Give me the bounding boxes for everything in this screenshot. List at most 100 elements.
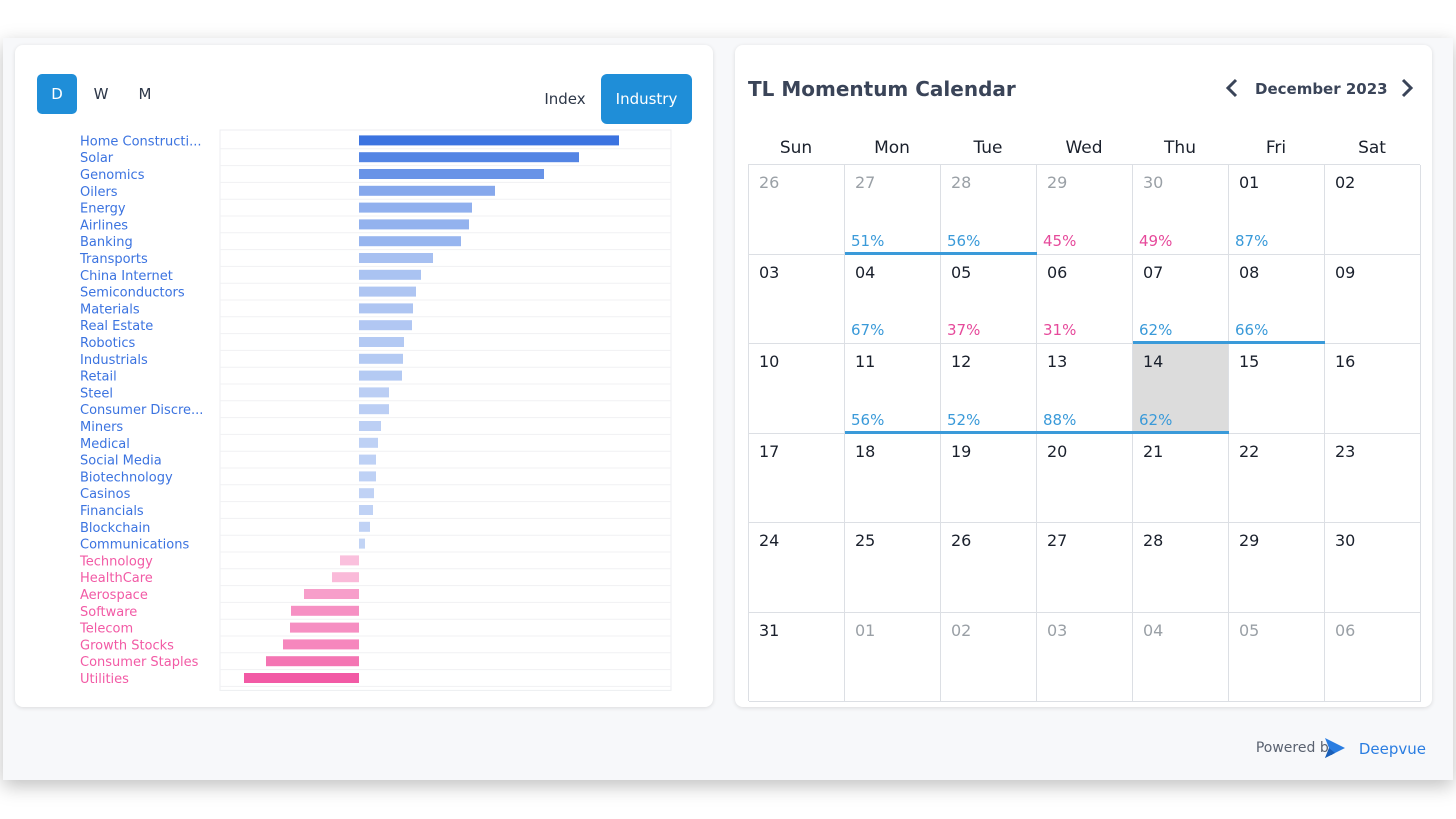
calendar-day-cell[interactable]: 08 66%	[1229, 254, 1325, 344]
category-label[interactable]: Consumer Discre...	[80, 403, 203, 418]
calendar-day-cell[interactable]: 23	[1325, 433, 1421, 523]
bar[interactable]	[359, 337, 404, 347]
category-label[interactable]: Robotics	[80, 336, 135, 351]
calendar-day-cell[interactable]: 31	[749, 612, 845, 702]
category-label[interactable]: Utilities	[80, 672, 129, 687]
bar[interactable]	[359, 421, 381, 431]
calendar-day-cell[interactable]: 30 49%	[1133, 165, 1229, 255]
bar[interactable]	[359, 471, 376, 482]
calendar-day-cell[interactable]: 16	[1325, 344, 1421, 434]
calendar-day-cell[interactable]: 04	[1133, 612, 1229, 702]
category-label[interactable]: Biotechnology	[80, 470, 173, 485]
calendar-day-cell[interactable]: 14 62%	[1133, 344, 1229, 434]
category-label[interactable]: Financials	[80, 504, 144, 519]
calendar-day-cell[interactable]: 06 31%	[1037, 254, 1133, 344]
category-label[interactable]: Home Constructi...	[80, 134, 202, 149]
bar[interactable]	[359, 135, 619, 146]
category-label[interactable]: China Internet	[80, 269, 173, 284]
category-label[interactable]: Miners	[80, 420, 123, 435]
calendar-day-cell[interactable]: 20	[1037, 433, 1133, 523]
bar[interactable]	[359, 320, 412, 331]
category-label[interactable]: Retail	[80, 370, 117, 385]
bar[interactable]	[359, 404, 389, 415]
bar[interactable]	[359, 269, 421, 280]
bar[interactable]	[359, 185, 495, 196]
calendar-day-cell[interactable]: 06	[1325, 612, 1421, 702]
calendar-day-cell[interactable]: 11 56%	[845, 344, 941, 434]
calendar-day-cell[interactable]: 28	[1133, 523, 1229, 613]
calendar-day-cell[interactable]: 05	[1229, 612, 1325, 702]
bar[interactable]	[359, 521, 370, 532]
bar[interactable]	[283, 639, 359, 650]
period-month-button[interactable]: M	[138, 85, 152, 103]
calendar-day-cell[interactable]: 17	[749, 433, 845, 523]
next-month-chevron-icon[interactable]	[1400, 78, 1414, 103]
bar[interactable]	[359, 286, 416, 297]
bar[interactable]	[359, 370, 402, 381]
calendar-day-cell[interactable]: 29	[1229, 523, 1325, 613]
bar[interactable]	[304, 589, 359, 599]
category-label[interactable]: HealthCare	[80, 571, 153, 586]
calendar-day-cell[interactable]: 22	[1229, 433, 1325, 523]
category-label[interactable]: Consumer Staples	[80, 655, 199, 670]
calendar-day-cell[interactable]: 01 87%	[1229, 165, 1325, 255]
bar[interactable]	[359, 236, 461, 247]
bar[interactable]	[359, 219, 469, 230]
category-label[interactable]: Aerospace	[80, 588, 148, 603]
calendar-day-cell[interactable]: 13 88%	[1037, 344, 1133, 434]
category-label[interactable]: Steel	[80, 386, 113, 401]
calendar-day-cell[interactable]: 09	[1325, 254, 1421, 344]
calendar-day-cell[interactable]: 15	[1229, 344, 1325, 434]
calendar-day-cell[interactable]: 05 37%	[941, 254, 1037, 344]
category-label[interactable]: Solar	[80, 151, 114, 166]
calendar-day-cell[interactable]: 28 56%	[941, 165, 1037, 255]
bar[interactable]	[359, 353, 403, 364]
bar[interactable]	[359, 303, 413, 314]
bar[interactable]	[266, 656, 359, 667]
bar[interactable]	[340, 555, 359, 566]
category-label[interactable]: Real Estate	[80, 319, 153, 334]
category-label[interactable]: Airlines	[80, 218, 128, 233]
prev-month-chevron-icon[interactable]	[1225, 78, 1239, 103]
calendar-day-cell[interactable]: 26	[941, 523, 1037, 613]
bar[interactable]	[359, 202, 472, 213]
bar[interactable]	[359, 437, 378, 448]
category-label[interactable]: Medical	[80, 437, 130, 452]
category-label[interactable]: Software	[80, 605, 137, 620]
category-label[interactable]: Social Media	[80, 454, 162, 469]
bar[interactable]	[290, 622, 359, 633]
category-label[interactable]: Semiconductors	[80, 286, 185, 301]
category-label[interactable]: Technology	[79, 554, 153, 569]
calendar-day-cell[interactable]: 02	[1325, 165, 1421, 255]
calendar-day-cell[interactable]: 27	[1037, 523, 1133, 613]
category-label[interactable]: Blockchain	[80, 521, 150, 536]
category-label[interactable]: Genomics	[80, 168, 145, 183]
index-tab[interactable]: Index	[544, 90, 586, 108]
calendar-day-cell[interactable]: 27 51%	[845, 165, 941, 255]
bar[interactable]	[359, 538, 365, 549]
calendar-day-cell[interactable]: 21	[1133, 433, 1229, 523]
bar[interactable]	[359, 152, 579, 163]
bar[interactable]	[359, 505, 373, 515]
bar[interactable]	[359, 169, 544, 179]
calendar-day-cell[interactable]: 02	[941, 612, 1037, 702]
industry-tab[interactable]: Industry	[601, 74, 692, 124]
calendar-day-cell[interactable]: 24	[749, 523, 845, 613]
category-label[interactable]: Materials	[80, 302, 140, 317]
calendar-day-cell[interactable]: 25	[845, 523, 941, 613]
calendar-day-cell[interactable]: 26	[749, 165, 845, 255]
category-label[interactable]: Casinos	[80, 487, 131, 502]
bar[interactable]	[244, 673, 359, 683]
bar[interactable]	[359, 253, 433, 263]
period-week-button[interactable]: W	[93, 85, 109, 103]
calendar-day-cell[interactable]: 07 62%	[1133, 254, 1229, 344]
calendar-day-cell[interactable]: 03	[749, 254, 845, 344]
category-label[interactable]: Industrials	[80, 353, 148, 368]
calendar-day-cell[interactable]: 03	[1037, 612, 1133, 702]
calendar-day-cell[interactable]: 19	[941, 433, 1037, 523]
category-label[interactable]: Transports	[79, 252, 148, 267]
bar[interactable]	[291, 605, 359, 616]
category-label[interactable]: Growth Stocks	[80, 638, 174, 653]
calendar-day-cell[interactable]: 10	[749, 344, 845, 434]
bar[interactable]	[332, 572, 359, 583]
